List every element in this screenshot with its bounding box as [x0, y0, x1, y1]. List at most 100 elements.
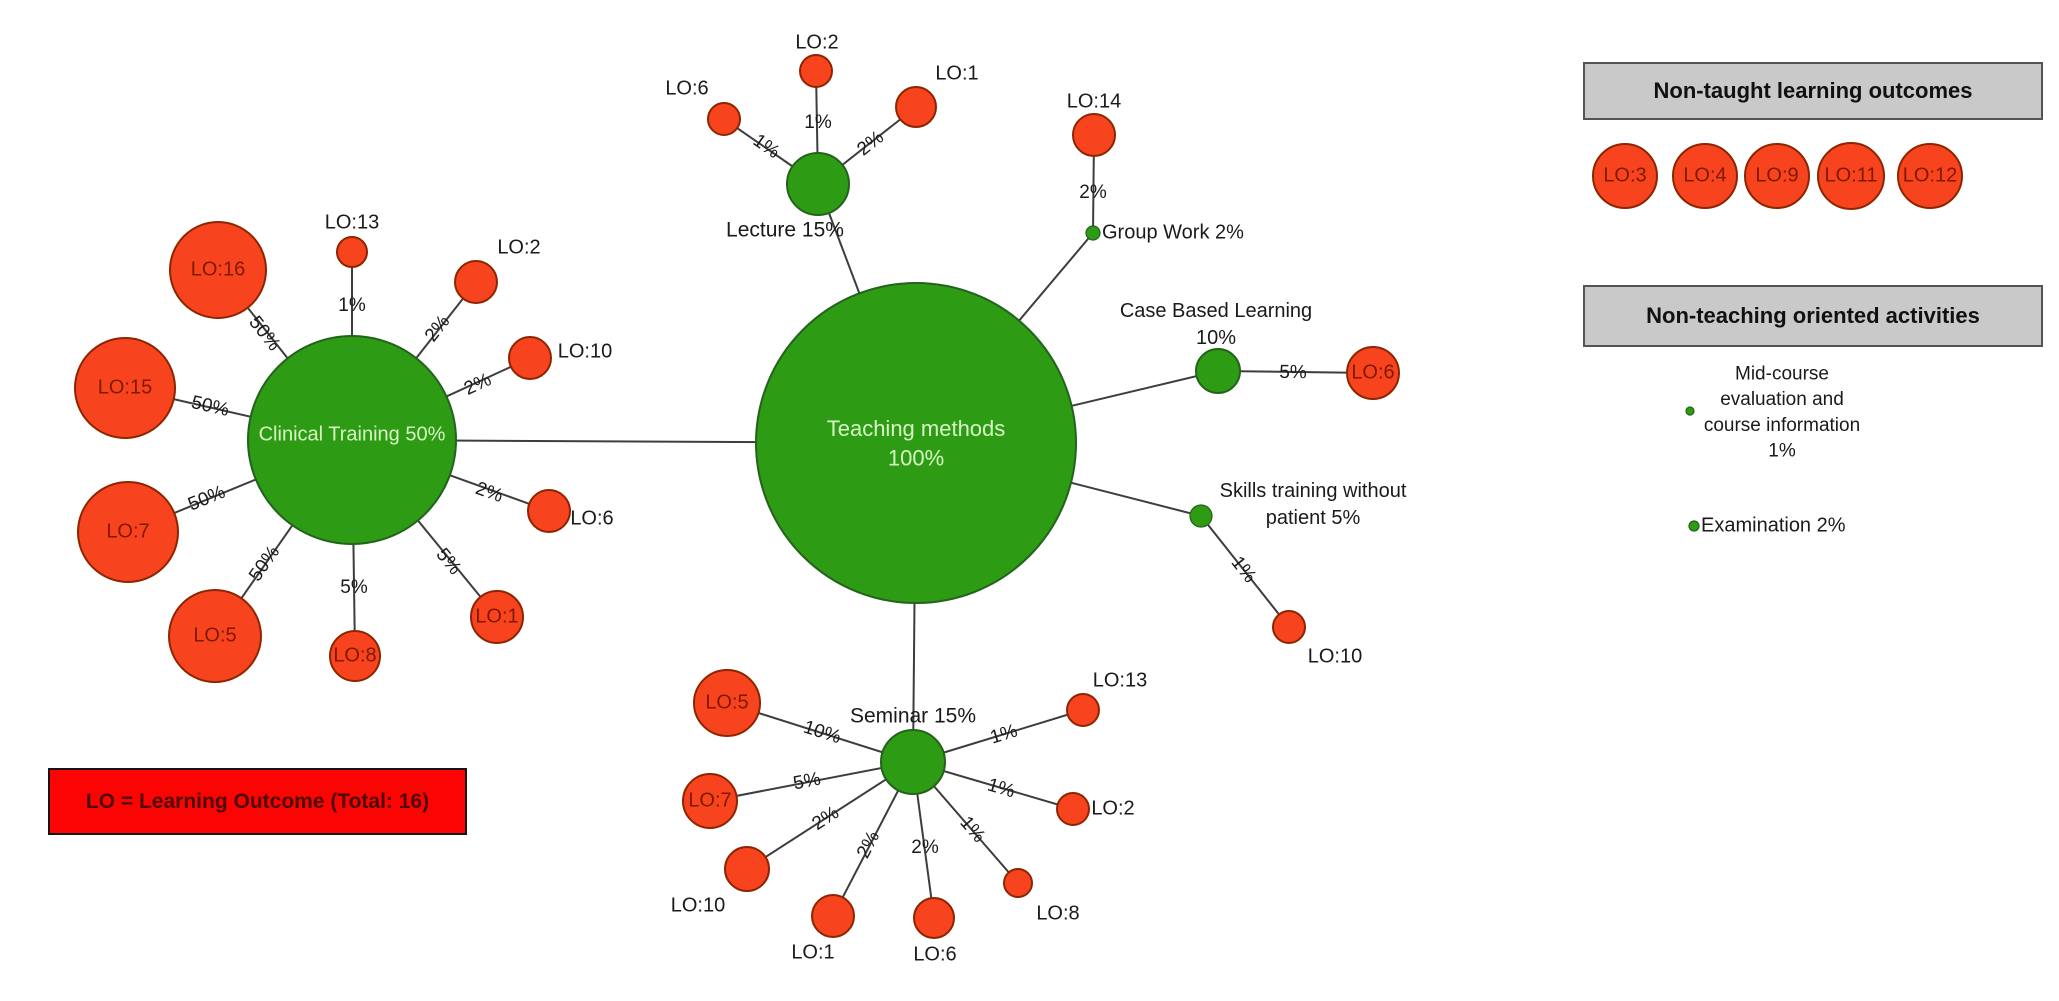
label-teaching-0: Teaching methods: [827, 416, 1006, 441]
edge-label-clinical-c-lo13: 1%: [338, 295, 366, 316]
label-seminar: Seminar 15%: [850, 705, 976, 728]
label-clinical: Clinical Training 50%: [259, 423, 446, 445]
label-nt-lo9: LO:9: [1755, 164, 1798, 186]
edge-label-clinical-c-lo1: 5%: [432, 544, 466, 579]
edge-label-seminar-s-lo13: 1%: [988, 720, 1021, 748]
node-c-lo8: [329, 630, 381, 682]
node-c-lo16: [169, 221, 267, 319]
edge-skills-sk-lo10: [1200, 515, 1290, 628]
label-midcourse-dot-3: 1%: [1768, 440, 1796, 461]
node-c-lo15: [74, 337, 176, 439]
node-nt-lo11: [1817, 142, 1885, 210]
label-s-lo2: LO:2: [1091, 797, 1134, 819]
label-midcourse-dot-1: evaluation and: [1720, 389, 1844, 410]
edge-label-clinical-c-lo15: 50%: [189, 392, 231, 421]
label-groupwork: Group Work 2%: [1102, 221, 1244, 243]
node-c-lo2: [454, 260, 498, 304]
label-c-lo16: LO:16: [191, 258, 245, 280]
edge-label-lecture-l-lo2: 1%: [804, 112, 832, 133]
node-c-lo13: [336, 236, 368, 268]
label-nt-lo11: LO:11: [1825, 164, 1878, 186]
label-c-lo10: LO:10: [558, 340, 612, 362]
node-lecture: [786, 152, 850, 216]
node-s-lo7: [682, 773, 738, 829]
label-sk-lo10: LO:10: [1308, 645, 1362, 667]
label-c-lo13: LO:13: [325, 211, 379, 233]
node-s-lo13: [1066, 693, 1100, 727]
node-l-lo2: [799, 54, 833, 88]
node-c-lo6: [527, 489, 571, 533]
label-c-lo15: LO:15: [98, 376, 152, 398]
edge-label-clinical-c-lo5: 50%: [245, 542, 284, 585]
node-nt-lo3: [1592, 143, 1658, 209]
label-midcourse-dot-2: course information: [1704, 415, 1860, 436]
edge-label-lecture-l-lo6: 1%: [749, 130, 784, 163]
non-taught-outcomes-header: Non-taught learning outcomes: [1583, 62, 2043, 120]
edge-label-skills-sk-lo10: 1%: [1227, 552, 1261, 587]
label-c-lo6: LO:6: [570, 507, 613, 529]
label-casebased-0: Case Based Learning: [1120, 300, 1312, 322]
edge-label-seminar-s-lo6: 2%: [911, 837, 939, 858]
label-casebased-1: 10%: [1196, 327, 1236, 349]
label-nt-lo12: LO:12: [1903, 164, 1957, 186]
node-s-lo8: [1003, 868, 1033, 898]
edge-label-clinical-c-lo10: 2%: [461, 369, 495, 400]
node-s-lo10: [724, 846, 770, 892]
edge-label-clinical-c-lo6: 2%: [473, 478, 506, 507]
node-g-lo14: [1072, 113, 1116, 157]
label-teaching-1: 100%: [888, 446, 944, 471]
edge-seminar-s-lo7: [709, 761, 914, 802]
edge-label-casebased-cb-lo6: 5%: [1279, 362, 1307, 383]
node-l-lo6: [707, 102, 741, 136]
edge-label-clinical-c-lo7: 50%: [185, 482, 228, 516]
label-s-lo1: LO:1: [791, 941, 834, 963]
edge-label-seminar-s-lo10: 2%: [809, 802, 844, 835]
node-c-lo7: [77, 481, 179, 583]
label-s-lo8: LO:8: [1036, 902, 1079, 924]
label-skills-0: Skills training without: [1220, 480, 1407, 502]
node-s-lo5: [693, 669, 761, 737]
label-c-lo1: LO:1: [475, 605, 518, 627]
label-s-lo5: LO:5: [705, 691, 748, 713]
node-examination-dot: [1688, 520, 1700, 532]
edge-label-clinical-c-lo8: 5%: [340, 577, 368, 598]
node-nt-lo9: [1744, 143, 1810, 209]
label-c-lo2: LO:2: [497, 236, 540, 258]
node-c-lo5: [168, 589, 262, 683]
node-c-lo10: [508, 336, 552, 380]
node-groupwork: [1085, 225, 1101, 241]
node-cb-lo6: [1346, 346, 1400, 400]
node-c-lo1: [470, 590, 524, 644]
label-g-lo14: LO:14: [1067, 90, 1121, 112]
label-c-lo8: LO:8: [333, 644, 376, 666]
label-s-lo10: LO:10: [671, 894, 725, 916]
non-teaching-activities-header: Non-teaching oriented activities: [1583, 285, 2043, 347]
label-l-lo1: LO:1: [935, 62, 978, 84]
node-clinical: [247, 335, 457, 545]
node-s-lo2: [1056, 792, 1090, 826]
edge-label-seminar-s-lo5: 10%: [801, 717, 844, 749]
label-examination-dot: Examination 2%: [1701, 514, 1846, 536]
node-skills: [1189, 504, 1213, 528]
edge-label-clinical-c-lo16: 50%: [244, 312, 284, 355]
label-skills-1: patient 5%: [1266, 507, 1361, 529]
node-s-lo6: [913, 897, 955, 939]
label-nt-lo4: LO:4: [1683, 164, 1726, 186]
node-midcourse-dot: [1685, 406, 1695, 416]
label-c-lo5: LO:5: [193, 624, 236, 646]
node-teaching: [755, 282, 1077, 604]
label-s-lo7: LO:7: [688, 789, 731, 811]
edge-label-seminar-s-lo7: 5%: [791, 769, 822, 795]
label-cb-lo6: LO:6: [1351, 361, 1394, 383]
node-s-lo1: [811, 894, 855, 938]
edge-label-groupwork-g-lo14: 2%: [1079, 182, 1107, 203]
label-nt-lo3: LO:3: [1603, 164, 1646, 186]
node-l-lo1: [895, 86, 937, 128]
node-casebased: [1195, 348, 1241, 394]
node-sk-lo10: [1272, 610, 1306, 644]
node-nt-lo12: [1897, 143, 1963, 209]
label-midcourse-dot-0: Mid-course: [1735, 364, 1829, 385]
label-l-lo6: LO:6: [665, 77, 708, 99]
